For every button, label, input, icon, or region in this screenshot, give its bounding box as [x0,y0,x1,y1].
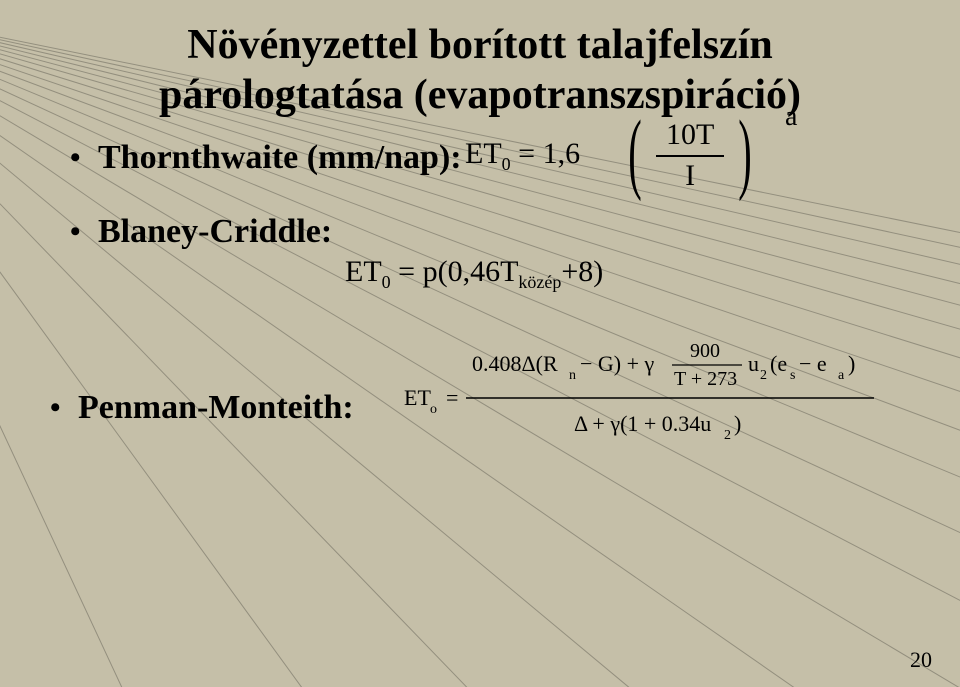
pm-num-p1: 0.408Δ(R [472,351,558,376]
pm-lhs-sub: o [430,402,437,417]
pm-eq-sign: = [446,385,458,410]
frac-den: I [656,157,724,194]
pm-num-p3-sub: 2 [760,368,767,383]
thornthwaite-fraction: ( 10T I ) [620,103,760,203]
penman-formula-svg: ET o = 0.408Δ(R n − G) + γ 900 T + 273 u… [404,323,884,463]
title-line1: Növényzettel borított talajfelszín [187,22,772,68]
pm-num-p4: (e [770,351,787,376]
pm-inner-den: T + 273 [674,368,737,390]
et-symbol: ET [465,137,502,170]
pm-num-p4-sub: s [790,368,795,383]
bullet-blaney: Blaney-Criddle: [70,213,915,251]
blaney-formula: ET0 = p(0,46Tközép+8) [345,255,915,293]
pm-num-p5-sub: a [838,368,845,383]
blaney-et-sub: 0 [382,272,391,292]
pm-num-p6: ) [848,351,855,376]
pm-num-p3: u [748,351,759,376]
penman-row: Penman-Monteith: ET o = 0.408Δ(R n − G) … [50,323,915,468]
et-sub: 0 [502,154,511,174]
slide-content: Növényzettel borított talajfelszín párol… [0,0,960,468]
thornthwaite-eq-left: ET0 = 1,6 [465,137,580,175]
pm-inner-num: 900 [690,340,720,362]
pm-lhs: ET [404,385,431,410]
pm-den-p2: ) [734,411,741,436]
left-paren: ( [628,103,641,203]
frac-num: 10T [656,118,724,157]
pm-den-p1-sub: 2 [724,428,731,443]
blaney-et: ET [345,255,382,288]
penman-label: Penman-Monteith: [78,389,354,426]
blaney-right-sub: közép [518,272,561,292]
blaney-label: Blaney-Criddle: [98,213,332,250]
pm-num-p5: − e [799,351,827,376]
pm-num-p2: − G) + γ [580,351,655,376]
pm-den-p1: Δ + γ(1 + 0.34u [574,411,711,436]
bullet-penman: Penman-Monteith: [50,389,354,427]
thornthwaite-exponent: a [785,101,797,133]
eq-mid: = 1,6 [511,137,580,170]
penman-formula: ET o = 0.408Δ(R n − G) + γ 900 T + 273 u… [404,323,884,468]
pm-num-p1-sub: n [569,368,576,383]
page-number: 20 [910,647,932,673]
thornthwaite-formula: ET0 = 1,6 ( 10T I ) a [465,103,915,203]
blaney-right2: +8) [561,255,603,288]
thornthwaite-label: Thornthwaite (mm/nap): [98,139,462,176]
blaney-right1: = p(0,46T [398,255,518,288]
right-paren: ) [739,103,752,203]
